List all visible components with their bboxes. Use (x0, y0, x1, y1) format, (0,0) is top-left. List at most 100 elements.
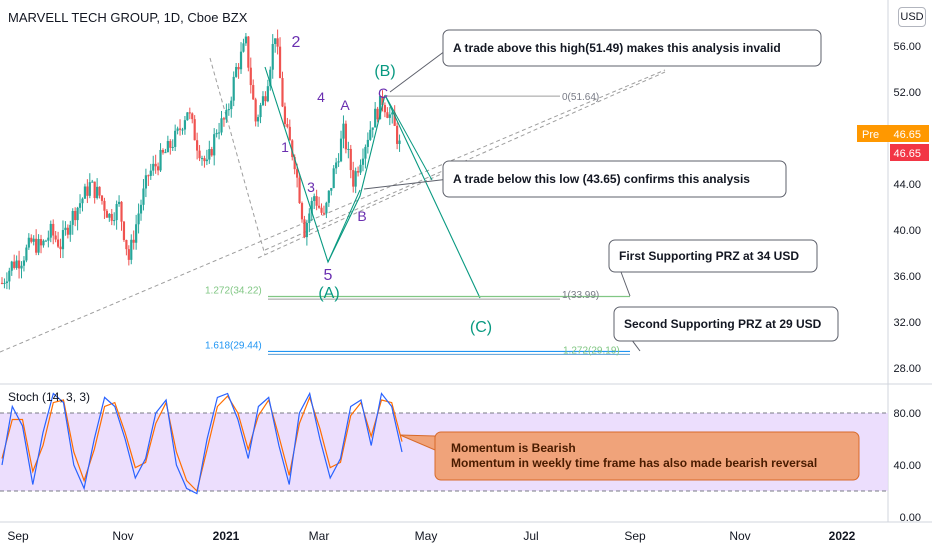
callout-second-prz-box (613, 306, 839, 342)
candle (154, 154, 157, 174)
stoch-d-line (1, 395, 403, 493)
candle-body (171, 146, 174, 148)
stoch-y-tick-label: 0.00 (900, 512, 921, 524)
price-tag-pre-value: 46.65 (893, 129, 921, 141)
candle (161, 148, 165, 155)
time-x-tick-label: Mar (309, 529, 330, 543)
candle-body (83, 186, 87, 199)
candle-body (78, 203, 82, 208)
candle (186, 112, 189, 121)
candle (308, 208, 311, 233)
candle-body (325, 202, 328, 214)
candle (93, 181, 96, 204)
candle-body (293, 157, 296, 170)
candle (139, 199, 143, 221)
currency-badge[interactable]: USD (898, 7, 926, 27)
candle-body (283, 106, 287, 125)
candle (127, 245, 130, 266)
candle-body (332, 168, 335, 188)
candle-body (366, 139, 369, 147)
candle-body (130, 239, 133, 260)
candle (278, 37, 282, 79)
candle (239, 42, 243, 74)
callout-second-prz: Second Supporting PRZ at 29 USD (613, 306, 839, 352)
price-tag-pre: Pre 46.65 (857, 125, 929, 142)
callout-confirmation-text: A trade below this low (43.65) confirms … (453, 172, 750, 186)
candle (105, 209, 108, 218)
wave-label: 4 (317, 89, 325, 105)
price-tag-last-value: 46.65 (893, 148, 921, 160)
candle (49, 220, 52, 243)
candle-body (96, 186, 99, 199)
candle (174, 124, 177, 152)
candle-body (376, 108, 379, 120)
candle (317, 196, 321, 209)
candle-body (369, 129, 372, 140)
candle-body (396, 125, 399, 144)
price-y-tick-label: 28.00 (893, 363, 921, 375)
candle-body (374, 108, 377, 128)
candles-group (0, 29, 401, 290)
wave-label: 2 (292, 34, 301, 51)
callout-first-prz-box (608, 239, 818, 273)
candle-body (327, 190, 330, 203)
callout-invalidation-pointer (389, 47, 450, 93)
candle (17, 250, 21, 279)
candle (132, 230, 135, 250)
candle-body (174, 130, 177, 147)
candle (286, 117, 289, 129)
wave-c-leg (384, 94, 433, 181)
candle (166, 135, 169, 153)
candle-body (371, 127, 374, 130)
candle-body (303, 219, 306, 238)
candle (364, 144, 367, 169)
candle (88, 173, 91, 199)
candle-body (244, 36, 248, 44)
candle-body (339, 138, 343, 162)
candle-body (181, 129, 184, 131)
candle-body (254, 99, 257, 122)
candle-body (352, 170, 355, 187)
candle (152, 155, 155, 176)
stoch-indicator-title[interactable]: Stoch (14, 3, 3) (8, 390, 91, 404)
candle-body (59, 246, 62, 250)
candle-body (91, 181, 94, 183)
candle-body (20, 265, 23, 269)
candle-body (220, 118, 223, 133)
time-x-tick-label: Sep (624, 529, 646, 543)
time-x-tick-label: 2021 (213, 529, 240, 543)
candle-body (164, 152, 167, 154)
price-y-tick-label: 44.00 (893, 179, 921, 191)
candle (0, 277, 4, 285)
candle-body (252, 85, 255, 100)
candle (61, 220, 65, 259)
candle (203, 155, 206, 168)
candle-body (105, 210, 108, 218)
candle-body (356, 171, 360, 173)
candle (164, 148, 167, 154)
candle-body (198, 150, 201, 159)
candle (315, 189, 318, 211)
candle-body (300, 203, 304, 220)
candle-body (261, 96, 265, 106)
candle-body (76, 207, 79, 221)
candle-body (142, 188, 145, 205)
candle (298, 174, 301, 204)
candle (386, 107, 389, 119)
candle (120, 201, 123, 231)
candle-body (391, 112, 394, 115)
candle (98, 186, 101, 199)
candle (230, 96, 233, 118)
candle-body (103, 200, 106, 211)
candle (91, 179, 94, 183)
callout-confirmation-box (442, 160, 787, 198)
candle-body (196, 140, 199, 151)
candle-body (74, 210, 77, 221)
wave-label: 3 (307, 179, 315, 195)
candle-body (281, 78, 284, 107)
candle-body (64, 227, 67, 231)
candle-body (222, 118, 226, 120)
callout-momentum-line1: Momentum is Bearish (451, 441, 576, 455)
